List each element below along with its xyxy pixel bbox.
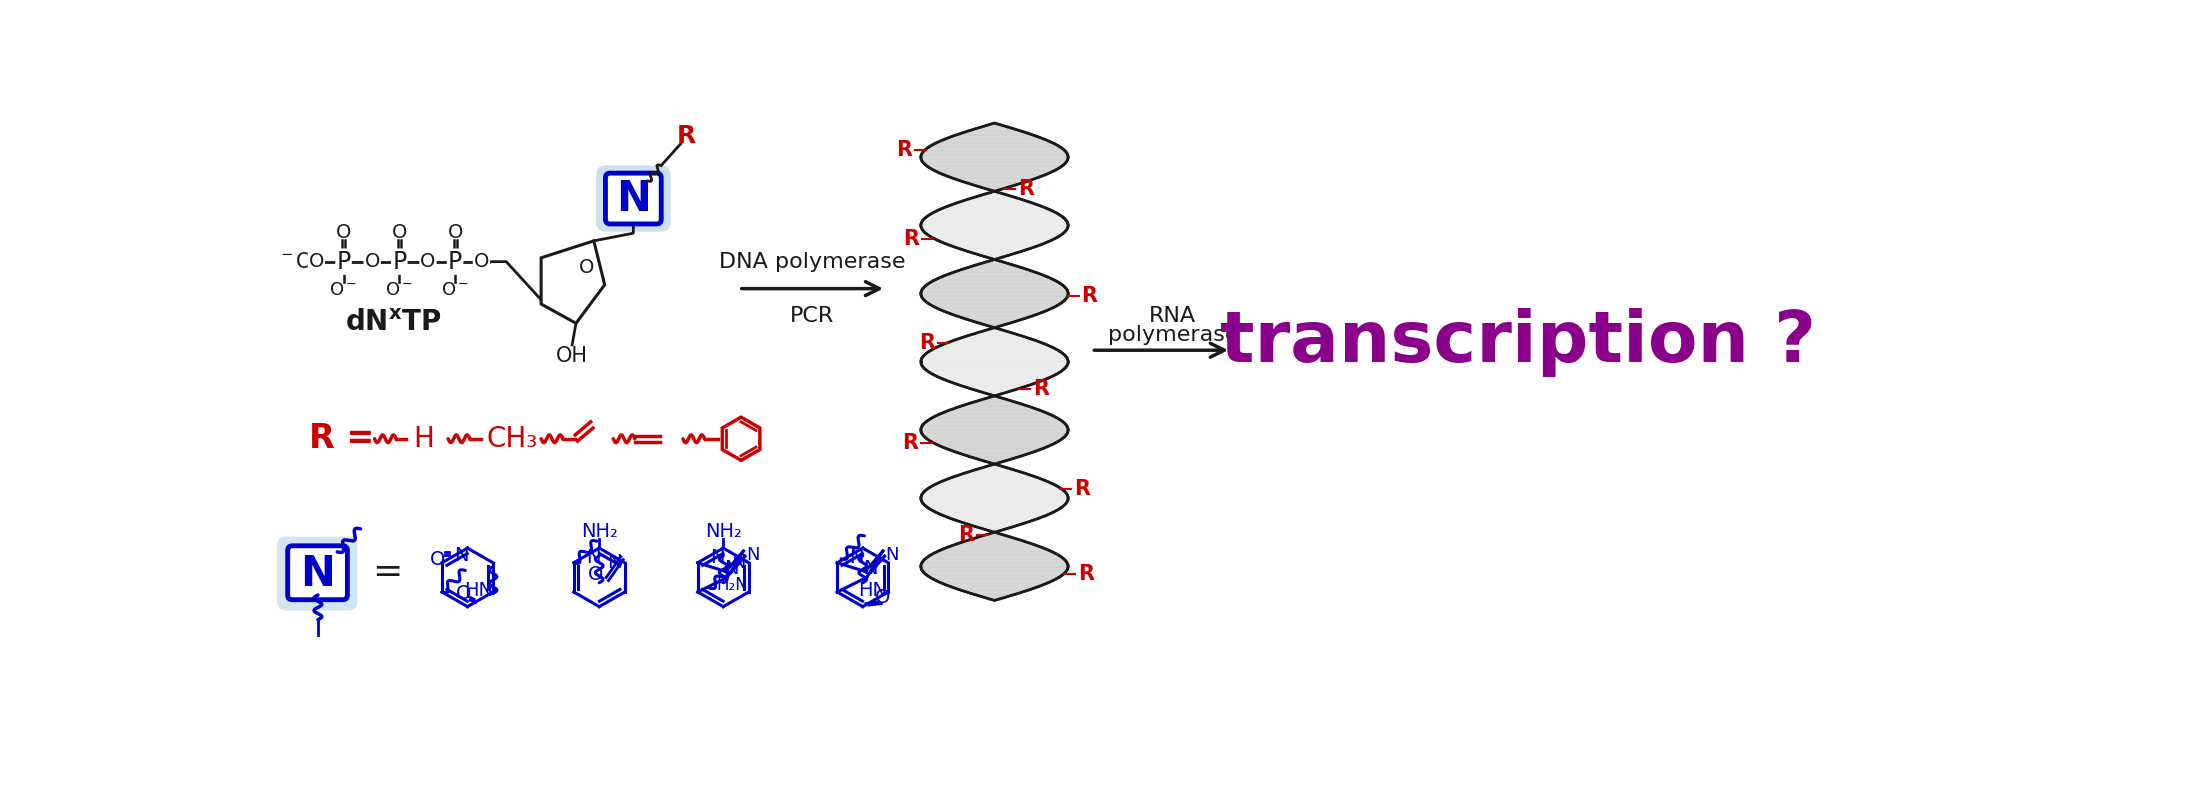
Text: R: R [902, 228, 920, 248]
Text: O: O [309, 252, 324, 272]
Text: HN: HN [464, 581, 493, 600]
Text: $\mathbf{dN^xTP}$: $\mathbf{dN^xTP}$ [346, 309, 442, 337]
Text: N: N [710, 548, 725, 567]
Text: O: O [456, 584, 471, 602]
Text: NH₂: NH₂ [580, 521, 618, 541]
Text: O: O [364, 252, 379, 272]
Text: H₂N: H₂N [716, 577, 747, 594]
Text: R: R [1034, 379, 1049, 399]
Text: P: P [392, 250, 407, 274]
Text: H: H [414, 425, 434, 453]
Text: N: N [607, 553, 622, 572]
Text: O: O [429, 549, 445, 569]
Text: OH: OH [556, 345, 589, 365]
Polygon shape [723, 417, 760, 461]
Text: N: N [615, 179, 650, 220]
Text: R: R [1018, 179, 1034, 199]
Text: O: O [587, 565, 602, 584]
Text: N: N [747, 546, 760, 564]
Text: R: R [677, 124, 696, 148]
Text: O: O [392, 223, 407, 242]
Text: R: R [920, 332, 935, 352]
Text: R: R [957, 525, 975, 545]
Text: O$^-$: O$^-$ [328, 281, 357, 299]
Text: N: N [885, 546, 898, 564]
Text: $^-$O: $^-$O [278, 252, 313, 272]
Text: =: = [372, 555, 403, 589]
Text: R: R [1082, 286, 1097, 306]
Text: polymerase: polymerase [1108, 325, 1237, 344]
Text: CH₃: CH₃ [486, 425, 539, 453]
Text: O$^-$: O$^-$ [385, 281, 414, 299]
Text: N: N [731, 553, 745, 572]
Text: DNA polymerase: DNA polymerase [718, 252, 907, 272]
Text: PCR: PCR [791, 305, 834, 325]
Text: RNA: RNA [1150, 305, 1196, 325]
FancyBboxPatch shape [287, 545, 348, 600]
Text: O$^-$: O$^-$ [440, 281, 469, 299]
Text: N: N [850, 548, 863, 567]
Text: NH₂: NH₂ [705, 521, 742, 541]
FancyBboxPatch shape [276, 537, 357, 610]
Text: N: N [725, 558, 738, 578]
Text: N: N [585, 548, 600, 567]
Text: P: P [337, 250, 350, 274]
Text: R =: R = [309, 422, 374, 455]
Text: O: O [473, 252, 488, 272]
Text: transcription ?: transcription ? [1220, 308, 1816, 377]
Text: R: R [1073, 479, 1091, 499]
Text: N: N [453, 546, 469, 566]
Text: P: P [449, 250, 462, 274]
Text: O: O [876, 588, 891, 607]
Text: N: N [300, 553, 335, 594]
Text: O: O [335, 223, 350, 242]
Text: HN: HN [858, 581, 887, 600]
Text: R: R [902, 433, 918, 453]
FancyBboxPatch shape [604, 173, 661, 224]
Text: O: O [447, 223, 462, 242]
Polygon shape [541, 241, 604, 324]
FancyBboxPatch shape [596, 166, 670, 231]
Text: N: N [863, 558, 878, 578]
Text: R: R [1077, 564, 1095, 583]
Text: O: O [420, 252, 436, 272]
Text: O: O [578, 258, 593, 276]
Text: R: R [896, 140, 911, 160]
